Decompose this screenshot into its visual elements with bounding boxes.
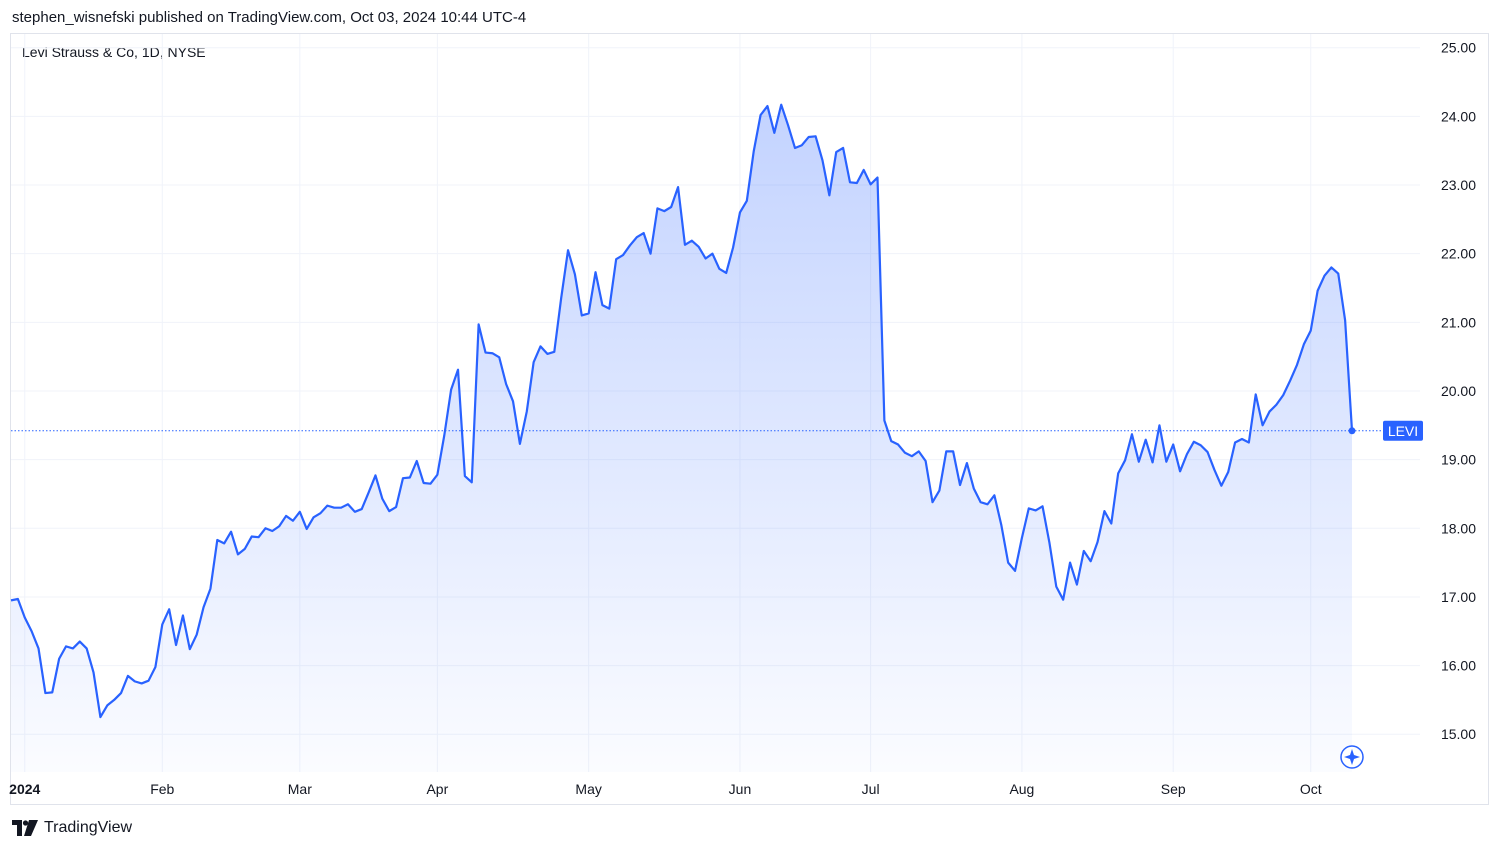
last-price-badge: LEVI [1383,420,1423,441]
last-price-marker [1348,427,1356,435]
x-tick-label: Oct [1300,781,1322,797]
y-tick-label: 25.00 [1441,40,1476,56]
y-tick-label: 19.00 [1441,452,1476,468]
y-tick-label: 24.00 [1441,108,1476,124]
x-tick-label: Sep [1161,781,1186,797]
y-tick-label: 17.00 [1441,589,1476,605]
price-line[interactable] [10,103,1354,719]
sparkle-button[interactable] [1340,745,1364,769]
tradingview-logo-icon [12,820,38,836]
y-tick-label: 21.00 [1441,314,1476,330]
publisher-header: stephen_wisnefski published on TradingVi… [12,9,527,26]
tradingview-brand-text: TradingView [44,819,133,836]
y-axis[interactable]: 25.00 24.00 23.00 22.00 21.00 20.00 19.00 18.00… [1441,40,1476,743]
x-tick-label: Apr [426,781,448,797]
y-tick-label: 15.00 [1441,726,1476,742]
y-tick-label: 20.00 [1441,383,1476,399]
x-tick-label: Jun [729,781,752,797]
chart-frame [10,33,1489,805]
tradingview-logo[interactable]: TradingView [12,817,132,839]
x-tick-label: May [575,781,601,797]
y-tick-label: 18.00 [1441,520,1476,536]
x-tick-label: 2024 [9,781,40,797]
y-tick-label: 16.00 [1441,658,1476,674]
y-tick-label: 22.00 [1441,246,1476,262]
x-tick-label: Aug [1009,781,1034,797]
x-tick-label: Feb [150,781,174,797]
last-price-badge-label: LEVI [1388,423,1418,439]
y-tick-label: 23.00 [1441,177,1476,193]
x-tick-label: Mar [288,781,312,797]
price-area-fill [11,104,1352,772]
x-axis[interactable]: 2024 Feb Mar Apr May Jun Jul Aug Sep Oct [9,781,1322,797]
sparkle-icon [1344,749,1360,765]
x-tick-label: Jul [862,781,880,797]
